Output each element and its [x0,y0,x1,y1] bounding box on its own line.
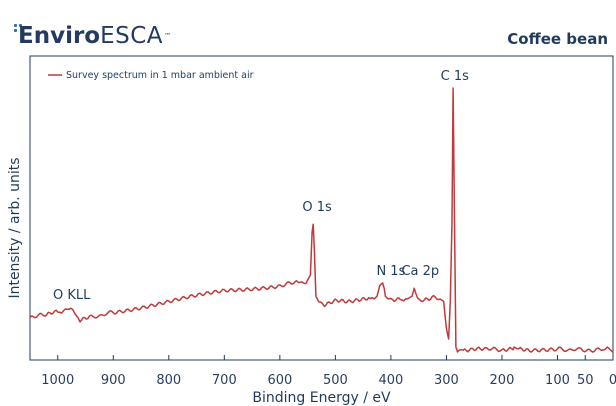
logo-wordmark: EnviroESCA™ [18,22,171,50]
x-tick-label: 900 [101,373,126,388]
series-line [29,87,614,353]
x-tick-label: 200 [490,373,515,388]
x-tick-label: 800 [156,373,181,388]
peak-annotation: C 1s [441,69,469,84]
x-tick-label: 50 [577,373,594,388]
logo-text-thin: ESCA [100,23,164,49]
peak-annotation: O KLL [53,288,91,303]
sample-name: Coffee bean [507,30,608,48]
logo-dots-icon [14,22,32,50]
x-tick-label: 500 [323,373,348,388]
logo-trademark: ™ [164,32,172,40]
x-axis-ticks: 1000 900 800 700 600 500 400 300 200 100 50 0 [41,355,616,388]
x-tick-label: 400 [378,373,403,388]
y-axis-label: Intensity / arb. units [7,157,23,298]
peak-annotation: O 1s [302,200,332,215]
plot-frame [29,55,614,361]
x-axis-label: Binding Energy / eV [252,390,391,406]
x-tick-label: 300 [434,373,459,388]
legend: Survey spectrum in 1 mbar ambient air [48,70,254,81]
peak-annotation: Ca 2p [401,264,439,279]
logo-text-bold: Enviro [18,23,101,49]
x-tick-label: 600 [267,373,292,388]
series-group [29,87,614,353]
x-tick-label: 1000 [41,373,74,388]
x-tick-label: 700 [212,373,237,388]
legend-label: Survey spectrum in 1 mbar ambient air [66,70,254,81]
peak-annotation: N 1s [376,264,405,279]
x-tick-label: 100 [545,373,570,388]
x-tick-label: 0 [609,373,616,388]
